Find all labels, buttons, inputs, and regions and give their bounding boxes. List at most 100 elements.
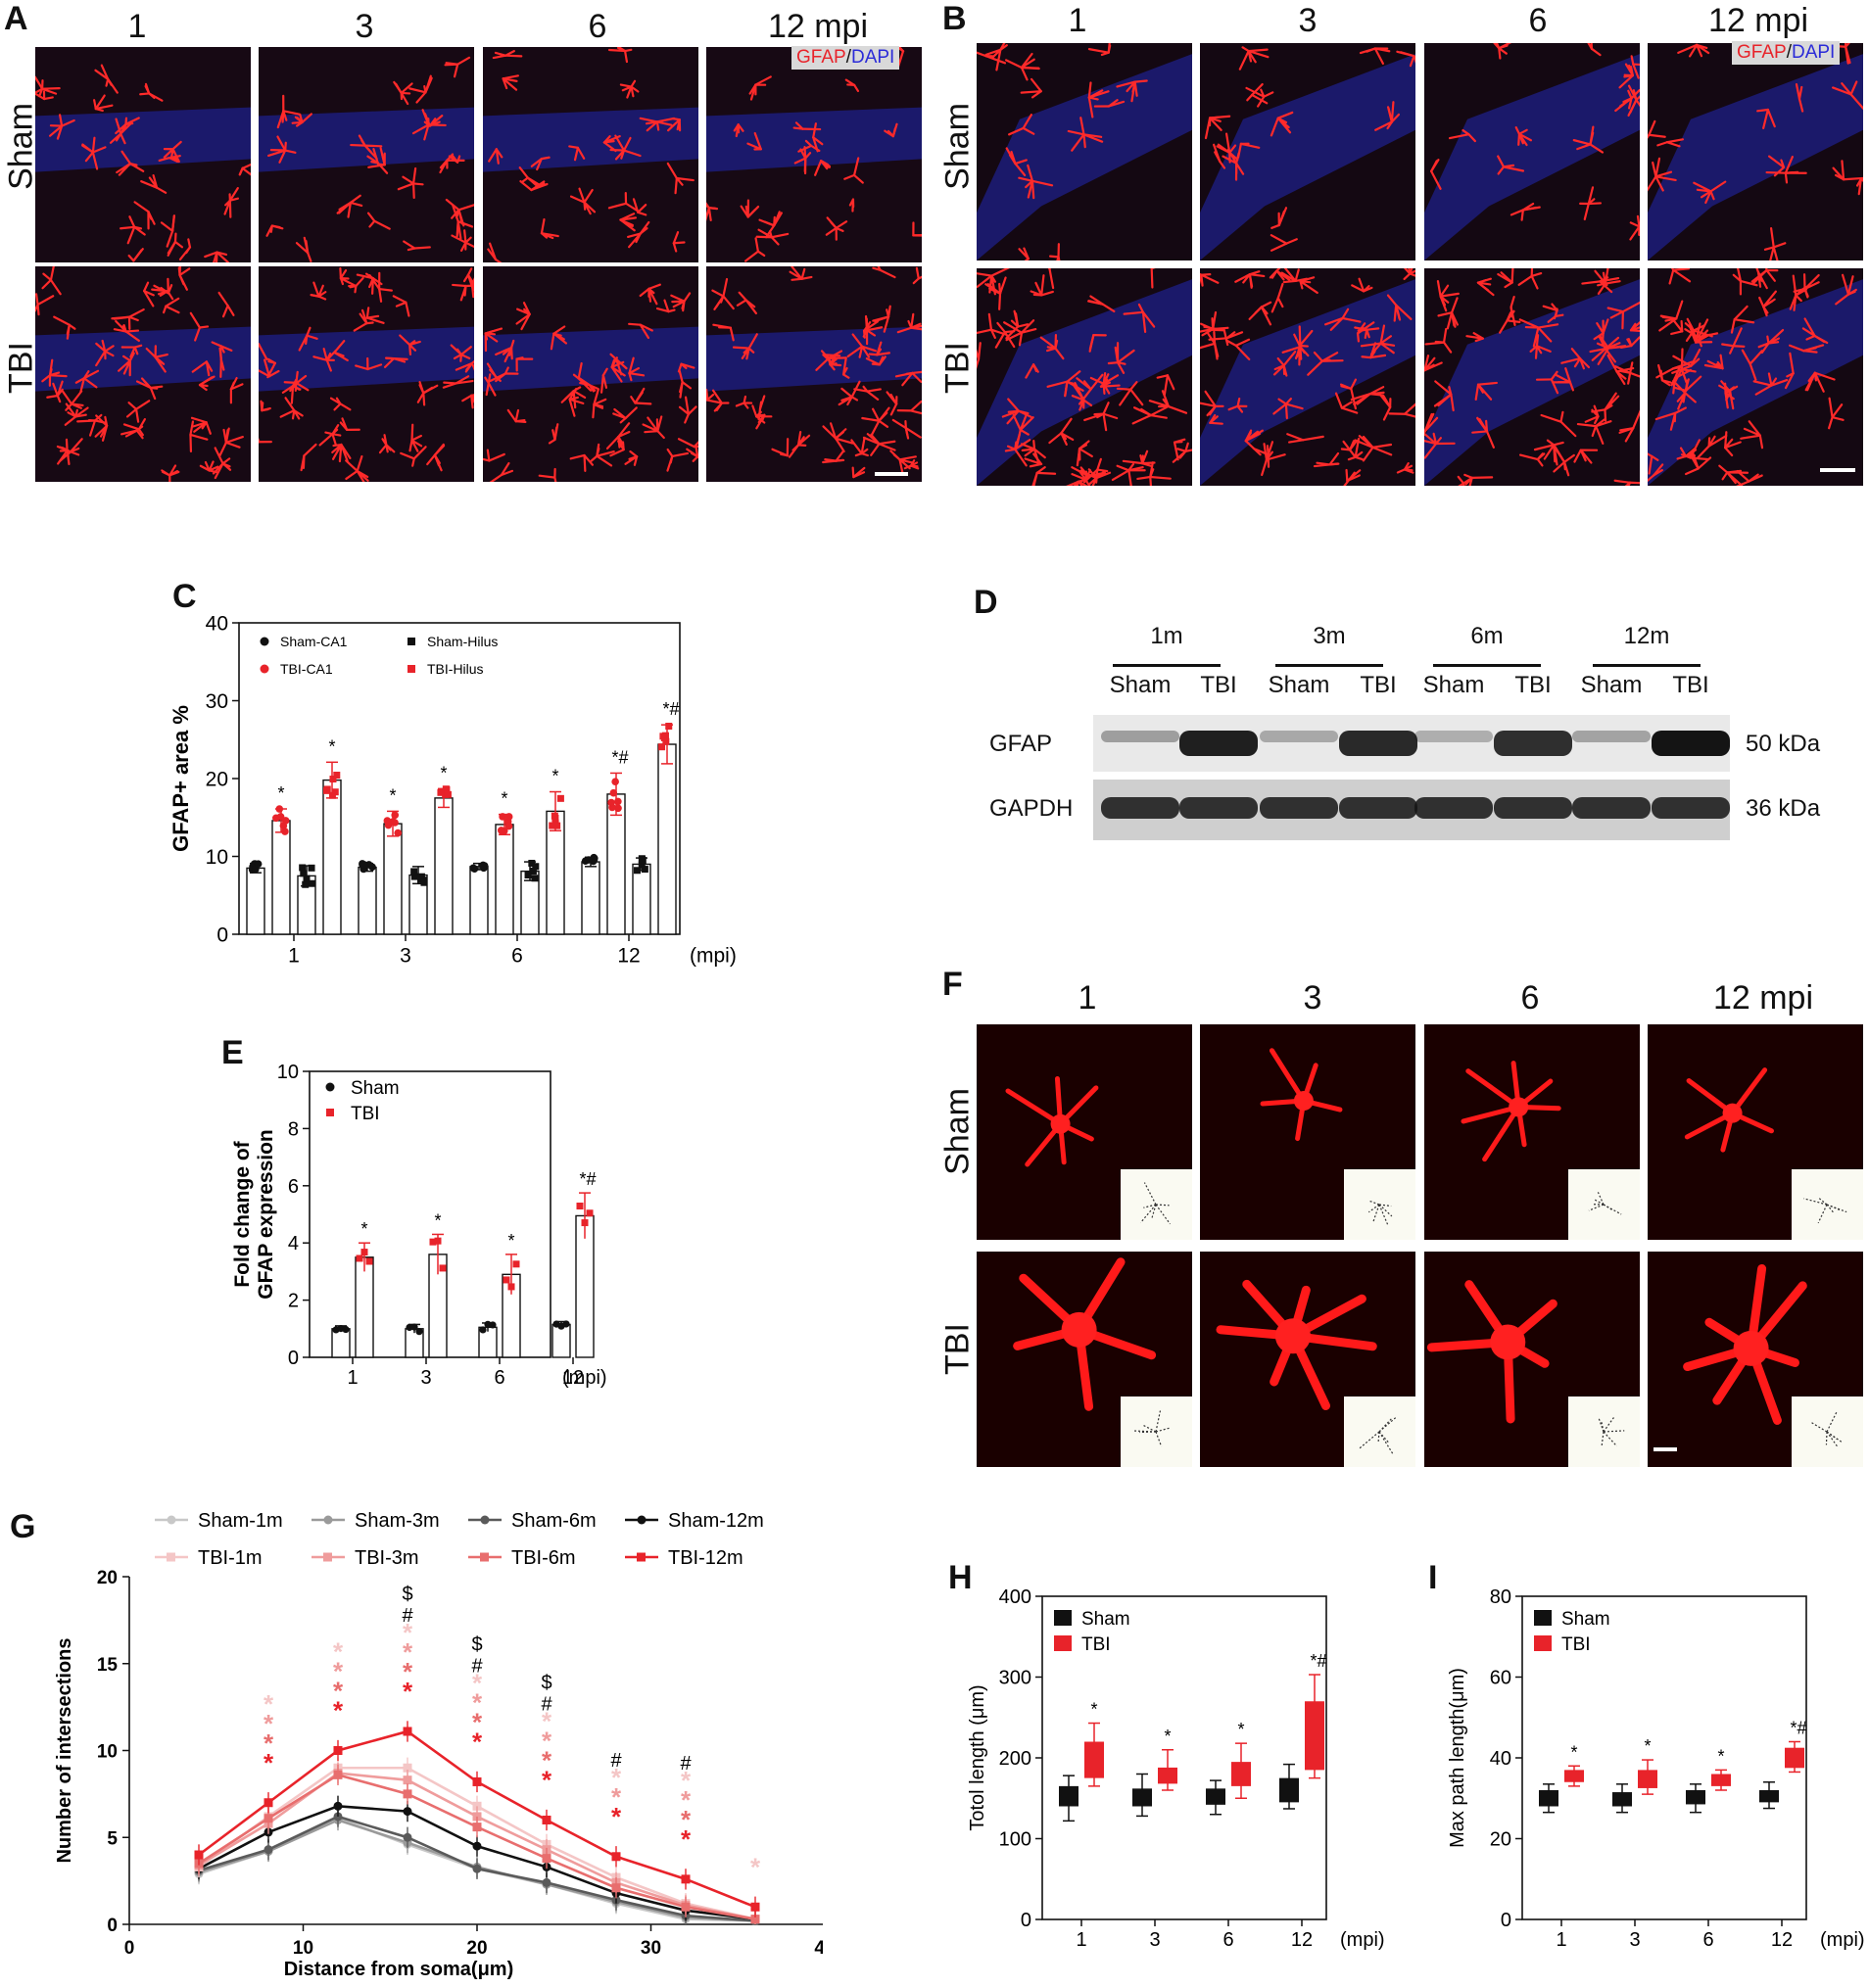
astrocyte-process [303,236,310,255]
astrocyte-process [1298,344,1309,348]
astrocyte-process [1651,454,1659,461]
data-point [662,737,670,745]
astrocyte-process [1476,416,1489,433]
astrocyte-process [168,470,180,477]
micrograph-image [483,266,698,482]
astrocyte-process [1293,333,1301,348]
astrocyte-process [205,421,212,435]
astrocyte-process [411,166,417,185]
astrocyte-process [1648,119,1656,136]
y-tick-label: 60 [1490,1668,1511,1689]
astrocyte-process [1276,282,1284,300]
astrocyte-process [1517,128,1528,135]
significance-label: * [360,1219,367,1239]
astrocyte-process [624,202,639,213]
astrocyte-process [371,277,374,295]
data-point [281,828,289,835]
astrocyte-process [347,201,352,218]
astrocyte-process [1635,98,1640,108]
micrograph-drawing [977,43,1192,260]
astrocyte-process [1632,63,1640,67]
astrocyte-process [1409,272,1415,277]
astrocyte-process [1184,449,1192,452]
data-point [585,856,593,864]
astrocyte-process [1141,310,1147,333]
astrocyte-process [457,209,463,225]
astrocyte-process [1244,440,1262,456]
data-point [507,1283,515,1291]
astrocyte-process [127,315,139,322]
nuclear-layer [1648,54,1863,260]
tracing-branch [1603,1431,1618,1447]
astrocyte-process [1424,432,1438,446]
significance-label: * [1717,1746,1724,1766]
astrocyte-process [577,361,583,380]
data-point [403,1807,412,1817]
astrocyte-process [56,388,64,398]
astrocyte-process [1670,268,1675,271]
micrograph-image [1200,268,1415,486]
astrocyte-process [1280,271,1297,282]
data-point [391,819,399,827]
astrocyte-process [1082,133,1086,149]
micrograph-drawing [977,268,1192,486]
astrocyte-process [909,400,922,412]
astrocyte-process [866,390,880,401]
astrocyte-process [1623,73,1634,78]
astrocyte-process [862,329,866,339]
data-point [681,1902,691,1912]
astrocyte-process [553,426,558,442]
data-point [529,867,537,875]
astrocyte-process [910,312,915,329]
panel-b-col-6: 6 [1528,2,1548,39]
astrocyte-process [94,424,109,438]
data-point [360,1249,368,1256]
astrocyte-process [134,407,140,423]
blot-protein-label: GAPDH [989,795,1074,822]
astrocyte-process [428,115,444,127]
micrograph-image [977,43,1192,260]
astrocyte-process [70,390,83,405]
astrocyte-process [999,43,1006,51]
astrocyte-process [1049,255,1060,259]
astrocyte-process [1149,405,1168,417]
astrocyte-process [1067,129,1085,136]
astrocyte-process [366,155,379,165]
blot-group-line [1433,664,1541,667]
astrocyte-process [841,373,850,379]
data-point [443,785,451,793]
data-point [611,1883,621,1893]
data-point [276,813,285,821]
panel-g-letter: G [10,1508,36,1545]
astrocyte-process [43,96,54,101]
astrocyte-process [1568,381,1574,392]
astrocyte-process [82,377,98,389]
astrocyte-process [410,423,414,442]
astrocyte-process [1030,290,1043,297]
astrocyte-process [738,291,747,302]
astrocyte-process [1012,413,1022,432]
panel-a-col-6: 6 [588,8,607,45]
tracing-branch [1826,1431,1839,1447]
astrocyte-process [1767,341,1780,345]
data-point [750,1915,760,1924]
astrocyte-process [1665,141,1681,148]
astrocyte-process [1627,338,1633,348]
astrocyte-process [1629,225,1640,241]
significance-star: * [333,1657,344,1686]
astrocyte-process [732,346,750,350]
astrocyte-process [1244,429,1253,443]
astrocyte-process [912,277,920,285]
astrocyte-process [793,157,807,165]
astrocyte-process [1804,371,1816,392]
astrocyte-process [898,455,917,461]
astrocyte-process [1102,402,1110,415]
astrocyte-process [1102,374,1120,385]
astrocyte-process [124,330,140,343]
astrocyte-process [1131,413,1152,425]
astrocyte-process [1671,364,1693,374]
astrocyte-process [1510,296,1515,308]
astrocyte-process [1379,342,1395,355]
data-point [504,813,513,821]
astrocyte-process [1430,160,1438,172]
